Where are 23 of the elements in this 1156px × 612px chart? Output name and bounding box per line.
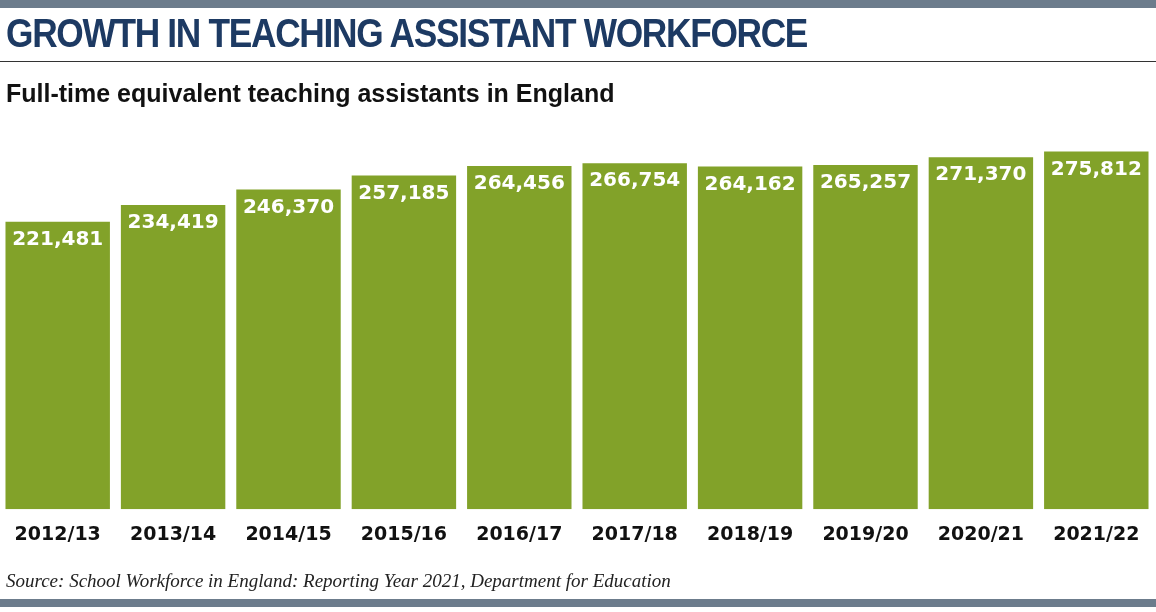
x-tick-label: 2020/21 [937, 521, 1025, 544]
data-label: 275,812 [1050, 155, 1142, 180]
x-tick-label: 2018/19 [706, 521, 794, 544]
data-label: 265,257 [819, 169, 912, 194]
chart-subtitle: Full-time equivalent teaching assistants in England [6, 79, 615, 108]
data-label: 271,370 [935, 161, 1027, 186]
x-tick-label: 2013/14 [129, 521, 217, 544]
data-label: 221,481 [12, 226, 104, 251]
source-note: Source: School Workforce in England: Reporting Year 2021, Department for Education [6, 570, 671, 592]
x-tick-label: 2012/13 [14, 521, 101, 544]
x-tick-label: 2016/17 [476, 521, 563, 544]
data-label: 234,419 [127, 209, 219, 234]
x-tick-label: 2014/15 [245, 521, 332, 544]
x-tick-label: 2019/20 [822, 521, 909, 544]
x-tick-label: 2017/18 [591, 521, 678, 544]
data-label: 257,185 [358, 179, 450, 204]
data-label: 264,162 [704, 170, 796, 195]
data-label: 264,456 [473, 170, 565, 195]
x-tick-label: 2021/22 [1053, 521, 1140, 544]
x-tick-label: 2015/16 [360, 521, 448, 544]
data-label: 246,370 [242, 193, 335, 218]
chart-title: GROWTH IN TEACHING ASSISTANT WORKFORCE [6, 10, 808, 57]
data-label: 266,754 [589, 167, 681, 192]
